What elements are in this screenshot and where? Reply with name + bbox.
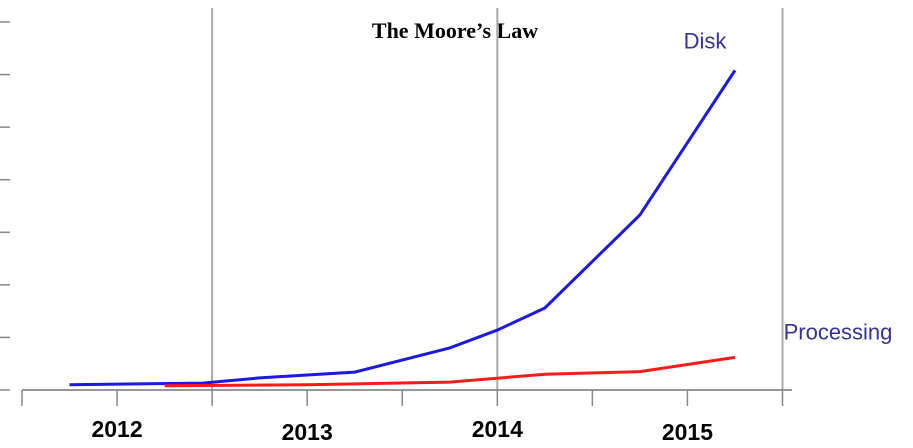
x-tick-label: 2015: [662, 419, 713, 445]
series-label: Processing: [784, 319, 893, 344]
chart-title: The Moore’s Law: [372, 18, 538, 43]
series-label: Disk: [684, 28, 728, 53]
x-tick-label: 2012: [91, 416, 142, 442]
line-series: [69, 69, 737, 387]
x-tick-label: 2014: [472, 416, 523, 442]
x-tick-label: 2013: [282, 419, 333, 445]
line-series: [164, 355, 736, 388]
